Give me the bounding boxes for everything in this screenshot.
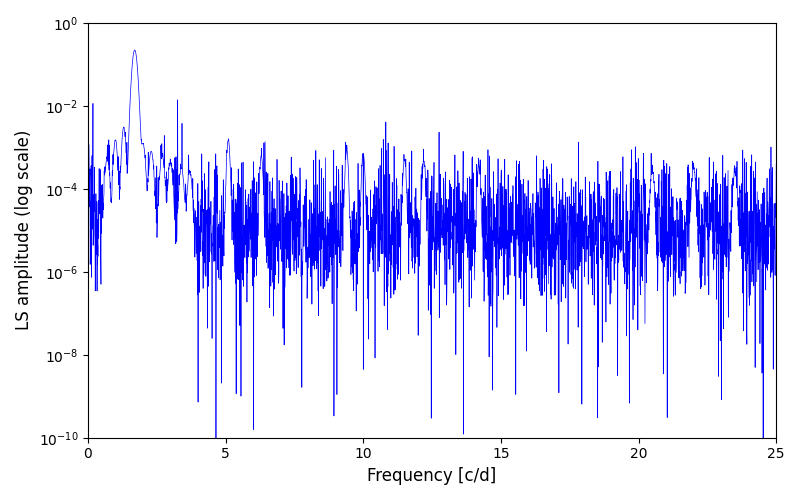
Y-axis label: LS amplitude (log scale): LS amplitude (log scale) xyxy=(15,130,33,330)
X-axis label: Frequency [c/d]: Frequency [c/d] xyxy=(367,467,497,485)
